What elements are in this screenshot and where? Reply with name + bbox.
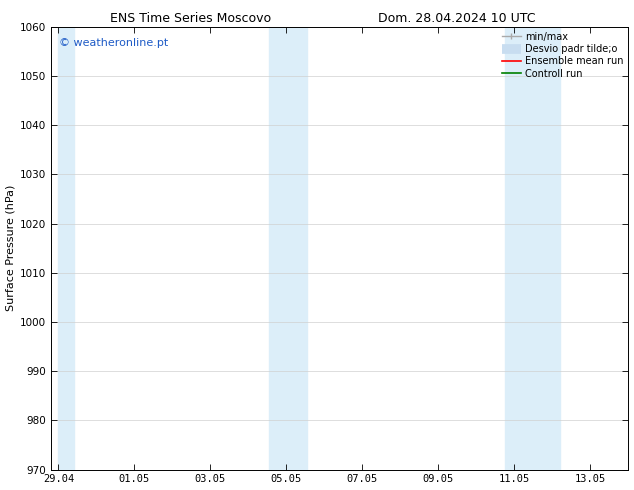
Text: Dom. 28.04.2024 10 UTC: Dom. 28.04.2024 10 UTC: [378, 12, 535, 25]
Text: © weatheronline.pt: © weatheronline.pt: [60, 38, 169, 48]
Bar: [58, 27, 74, 469]
Text: ENS Time Series Moscovo: ENS Time Series Moscovo: [110, 12, 271, 25]
Y-axis label: Surface Pressure (hPa): Surface Pressure (hPa): [6, 185, 16, 311]
Legend: min/max, Desvio padr tilde;o, Ensemble mean run, Controll run: min/max, Desvio padr tilde;o, Ensemble m…: [500, 29, 626, 81]
Bar: [269, 27, 307, 469]
Bar: [505, 27, 560, 469]
